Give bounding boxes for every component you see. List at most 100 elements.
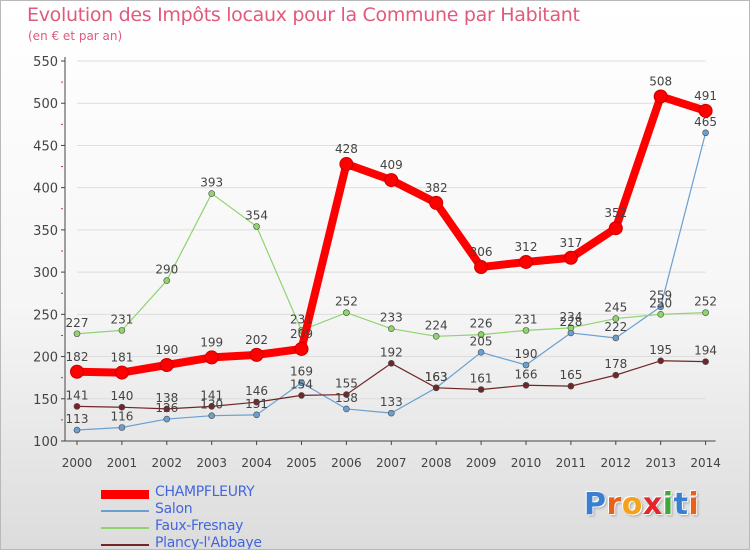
data-point (253, 223, 260, 230)
data-point (253, 398, 260, 406)
data-label: 222 (604, 320, 627, 334)
legend-item: Plancy-l'Abbaye (101, 535, 321, 550)
data-point (653, 89, 668, 104)
data-point (522, 327, 530, 334)
y-tick-label: 550 (33, 55, 58, 70)
data-point (387, 360, 395, 367)
data-point (343, 405, 350, 413)
x-tick-label: 2003 (196, 456, 227, 470)
data-point (294, 341, 309, 356)
x-tick-label: 2004 (241, 456, 272, 470)
data-point (339, 157, 354, 172)
data-point (208, 190, 215, 197)
data-label: 245 (604, 301, 627, 315)
data-point (474, 260, 489, 275)
gridlines (77, 60, 706, 400)
data-label: 231 (515, 312, 538, 326)
logo-letter: P (584, 487, 607, 522)
y-tick-label: 150 (33, 393, 58, 408)
data-label: 491 (694, 89, 717, 103)
data-label: 226 (470, 317, 493, 331)
x-tick-label: 2001 (107, 456, 138, 470)
data-point (429, 195, 444, 210)
x-tick-labels: 2000 2001 2002 2003 2004 2005 2006 2007 2008 2009… (62, 456, 721, 470)
y-tick-label: 250 (33, 308, 58, 323)
x-tick-label: 2008 (421, 456, 452, 470)
data-point (657, 357, 665, 365)
data-point (612, 334, 620, 342)
legend-label: CHAMPFLEURY (155, 484, 255, 500)
y-tick-labels: 100 150 200 250 300 350 400 450 500 550 (33, 55, 58, 450)
data-point (657, 311, 665, 318)
data-point (432, 384, 440, 392)
y-tick-label: 200 (33, 351, 58, 366)
y-tick-label: 500 (33, 97, 58, 112)
data-label: 182 (66, 350, 89, 364)
logo-letter: i (662, 487, 674, 522)
data-label: 428 (335, 142, 358, 156)
data-label: 116 (110, 409, 133, 423)
data-label: 465 (694, 115, 717, 129)
data-point (567, 382, 575, 390)
x-tick-label: 2011 (556, 456, 587, 470)
data-label: 166 (515, 367, 538, 381)
data-point (118, 424, 126, 431)
data-label: 141 (200, 388, 223, 402)
data-label: 130 (200, 398, 223, 412)
legend-label: Salon (155, 501, 193, 517)
x-tick-label: 2002 (152, 456, 183, 470)
data-point (298, 379, 305, 387)
legend-item: Faux-Fresnay (101, 518, 321, 536)
data-label: 195 (649, 343, 672, 357)
data-point (384, 173, 399, 188)
legend-label: Plancy-l'Abbaye (155, 535, 262, 550)
data-point (608, 221, 623, 236)
data-point (208, 412, 215, 419)
data-point (73, 403, 81, 410)
x-tick-label: 2006 (331, 456, 362, 470)
x-tick-label: 2007 (376, 456, 407, 470)
data-label: 317 (559, 236, 582, 250)
data-label: 393 (200, 176, 223, 190)
data-label: 250 (649, 296, 672, 310)
x-tick-label: 2000 (62, 456, 93, 470)
data-point (702, 358, 709, 365)
data-label: 199 (200, 335, 223, 349)
data-label: 190 (155, 343, 178, 357)
x-tick-label: 2005 (286, 456, 317, 470)
legend-swatch (101, 544, 149, 546)
data-point (702, 309, 709, 316)
data-label: 126 (155, 401, 178, 415)
data-point (163, 415, 171, 423)
data-label: 352 (604, 206, 627, 220)
data-point (477, 386, 485, 393)
data-label: 146 (245, 384, 268, 398)
data-label: 113 (66, 412, 89, 426)
axes (61, 57, 716, 445)
series-lines (70, 89, 713, 434)
data-label: 190 (515, 347, 538, 361)
logo-letter: r (606, 487, 622, 522)
legend: CHAMPFLEURY Salon Faux-Fresnay Plancy-l'Abb… (101, 484, 321, 550)
data-point (73, 330, 81, 338)
data-label: 155 (335, 377, 358, 391)
x-tick-label: 2013 (645, 456, 676, 470)
data-label: 312 (515, 240, 538, 254)
data-label: 228 (559, 315, 582, 329)
data-label: 409 (380, 158, 403, 172)
y-tick-label: 300 (33, 266, 58, 281)
y-tick-label: 450 (33, 139, 58, 154)
data-label: 354 (245, 209, 268, 223)
x-tick-label: 2009 (466, 456, 497, 470)
data-label: 252 (694, 295, 717, 309)
data-label: 233 (380, 311, 403, 325)
x-tick-label: 2012 (601, 456, 632, 470)
data-point (118, 327, 126, 334)
data-label: 140 (110, 389, 133, 403)
data-point (477, 349, 485, 356)
data-label: 259 (649, 289, 672, 303)
data-label: 138 (155, 391, 178, 405)
data-point (522, 361, 530, 369)
